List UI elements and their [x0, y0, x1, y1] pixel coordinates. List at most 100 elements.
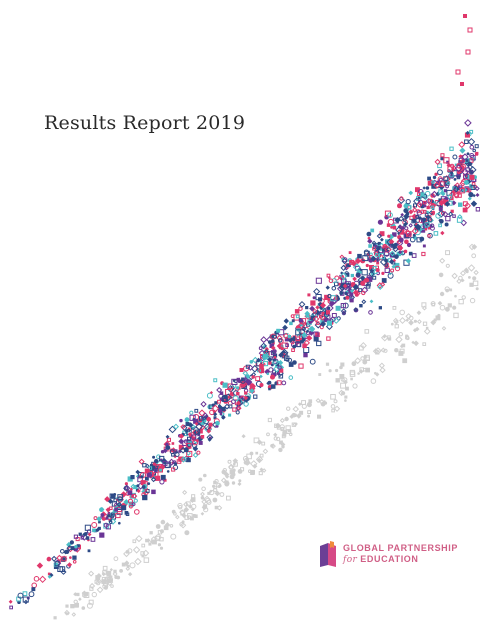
scatter-mark — [250, 470, 255, 475]
scatter-mark — [330, 394, 336, 400]
scatter-mark — [127, 490, 133, 495]
scatter-mark — [276, 425, 281, 430]
scatter-mark — [92, 528, 96, 533]
scatter-mark — [174, 452, 180, 457]
scatter-mark — [150, 463, 156, 469]
scatter-mark — [370, 378, 377, 384]
scatter-mark — [248, 469, 252, 474]
scatter-mark — [47, 574, 52, 579]
scatter-mark — [349, 371, 356, 377]
scatter-mark — [244, 456, 250, 462]
scatter-mark — [334, 275, 340, 281]
scatter-mark — [276, 334, 283, 342]
scatter-mark — [467, 196, 472, 201]
scatter-mark — [220, 477, 227, 484]
scatter-mark — [381, 271, 385, 275]
scatter-mark — [211, 404, 220, 413]
scatter-mark — [447, 211, 454, 217]
scatter-mark — [447, 303, 452, 308]
scatter-mark — [215, 420, 220, 426]
scatter-mark — [380, 232, 384, 237]
scatter-mark — [249, 388, 255, 394]
scatter-mark — [360, 356, 365, 361]
scatter-mark — [421, 305, 427, 311]
scatter-mark — [309, 358, 316, 365]
scatter-mark — [472, 148, 477, 153]
scatter-mark — [428, 226, 431, 230]
scatter-mark — [406, 242, 412, 248]
scatter-mark — [266, 432, 270, 437]
scatter-mark — [179, 522, 187, 529]
scatter-mark — [269, 343, 275, 348]
scatter-mark — [281, 434, 286, 439]
scatter-mark — [99, 532, 105, 538]
scatter-mark — [429, 224, 433, 228]
scatter-mark — [365, 263, 369, 268]
scatter-mark — [445, 180, 451, 186]
scatter-mark — [202, 412, 208, 418]
scatter-mark — [388, 259, 395, 265]
scatter-mark — [331, 286, 337, 291]
scatter-mark — [320, 318, 325, 323]
scatter-mark — [160, 519, 166, 525]
scatter-mark — [106, 570, 112, 576]
scatter-mark — [171, 509, 176, 514]
scatter-mark — [275, 362, 280, 366]
scatter-mark — [458, 154, 463, 159]
scatter-mark — [279, 440, 283, 445]
scatter-mark — [232, 379, 236, 383]
scatter-mark — [98, 520, 101, 524]
scatter-mark — [417, 215, 423, 221]
scatter-mark — [87, 549, 91, 553]
scatter-mark — [76, 544, 80, 548]
scatter-mark — [296, 413, 302, 419]
scatter-mark — [397, 245, 402, 251]
scatter-mark — [140, 480, 146, 486]
scatter-mark — [434, 172, 438, 176]
scatter-mark — [352, 289, 359, 296]
scatter-mark — [335, 368, 339, 373]
scatter-mark — [321, 311, 325, 315]
scatter-mark — [251, 375, 255, 379]
scatter-mark — [134, 557, 142, 566]
scatter-mark — [155, 524, 161, 529]
scatter-mark — [84, 524, 91, 531]
scatter-mark — [36, 562, 44, 569]
scatter-mark — [90, 537, 96, 542]
scatter-mark — [283, 318, 289, 324]
scatter-mark — [80, 536, 85, 540]
scatter-mark — [136, 488, 141, 494]
scatter-mark — [372, 266, 377, 270]
scatter-mark — [465, 49, 471, 55]
scatter-mark — [475, 287, 479, 291]
scatter-mark — [440, 156, 445, 161]
scatter-mark — [449, 288, 453, 292]
scatter-mark — [464, 132, 470, 138]
scatter-mark — [320, 320, 327, 327]
scatter-mark — [375, 372, 380, 377]
scatter-mark — [366, 231, 372, 237]
scatter-mark — [298, 306, 303, 311]
scatter-mark — [335, 294, 340, 299]
scatter-mark — [159, 468, 162, 472]
scatter-mark — [187, 422, 194, 428]
scatter-mark — [382, 243, 387, 248]
scatter-mark — [377, 241, 381, 246]
scatter-mark — [298, 318, 304, 324]
scatter-mark — [255, 376, 261, 382]
scatter-mark — [74, 602, 79, 608]
scatter-mark — [392, 232, 397, 237]
scatter-mark — [340, 303, 346, 309]
scatter-mark — [147, 482, 151, 485]
scatter-mark — [232, 458, 239, 464]
scatter-mark — [295, 314, 300, 319]
scatter-mark — [332, 317, 340, 324]
scatter-mark — [174, 514, 180, 520]
scatter-mark — [270, 333, 277, 340]
scatter-mark — [65, 604, 69, 608]
scatter-mark — [82, 592, 87, 597]
scatter-mark — [349, 288, 354, 293]
scatter-mark — [331, 313, 337, 318]
scatter-mark — [104, 496, 111, 503]
